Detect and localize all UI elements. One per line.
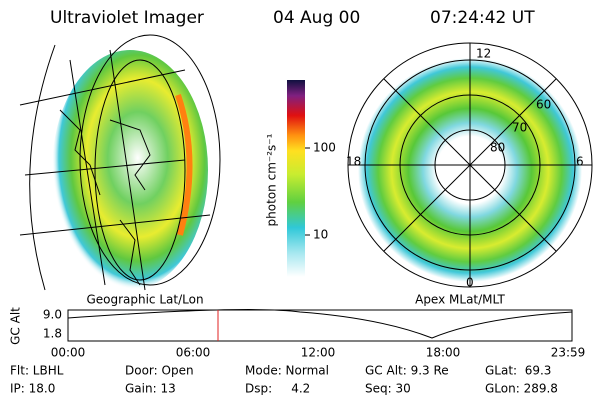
mlt-label: 6 [576, 155, 584, 169]
lat-label: 80 [490, 141, 505, 155]
altitude-ytick: 1.8 [43, 327, 62, 341]
date: 04 Aug 00 [273, 8, 360, 28]
colorbar [287, 80, 305, 277]
colorbar-tick-label: 10 [313, 228, 328, 242]
info-block: Flt: LBHL Door: Open Mode: Normal GC Alt: 9… [10, 364, 558, 396]
altitude-ytick: 9.0 [43, 308, 62, 322]
altitude-curve [67, 309, 573, 339]
altitude-frame [67, 309, 573, 342]
lat-label: 70 [512, 121, 527, 135]
instrument: Ultraviolet Imager [50, 8, 204, 28]
lat-label: 60 [536, 98, 551, 112]
colorbar-label: photon cm⁻²s⁻¹ [265, 133, 279, 226]
altitude-xtick: 06:00 [176, 346, 211, 360]
altitude-xtick: 12:00 [301, 346, 336, 360]
mlt-label: 18 [346, 155, 361, 169]
info-field: Mode: Normal [245, 364, 329, 378]
info-field: GC Alt: 9.3 Re [365, 364, 449, 378]
colorbar-tick-label: 100 [313, 141, 336, 155]
info-field: GLat: 69.3 [485, 364, 551, 378]
altitude-xtick: 00:00 [51, 346, 86, 360]
geo-image [19, 34, 221, 291]
polar-image [347, 42, 593, 288]
altitude-axis-label: GC Alt [9, 307, 23, 345]
polar-label: Apex MLat/MLT [415, 293, 505, 307]
mlt-label: 0 [466, 276, 474, 290]
altitude-xtick: 18:00 [426, 346, 461, 360]
altitude-xtick: 23:59 [551, 346, 586, 360]
info-field: Gain: 13 [125, 382, 176, 396]
info-field: Seq: 30 [365, 382, 411, 396]
info-field: Flt: LBHL [10, 364, 64, 378]
info-field: Dsp: 4.2 [245, 382, 310, 396]
info-field: Door: Open [125, 364, 194, 378]
geo-label: Geographic Lat/Lon [86, 293, 203, 307]
time: 07:24:42 UT [430, 8, 535, 28]
info-field: GLon: 289.8 [485, 382, 558, 396]
info-field: IP: 18.0 [10, 382, 55, 396]
mlt-label: 12 [476, 47, 491, 61]
